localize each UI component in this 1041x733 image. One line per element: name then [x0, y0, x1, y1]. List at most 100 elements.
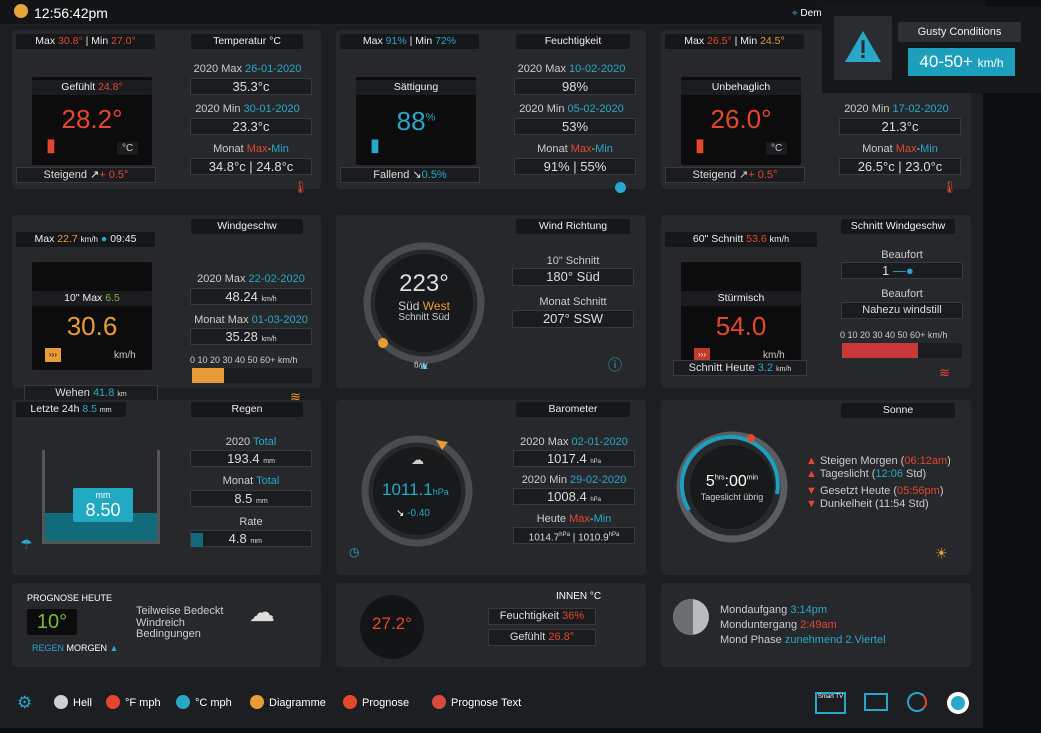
indoor-temp-panel: Max 26.5° | Min 24.5° Unbehaglich 26.0° …	[661, 30, 971, 194]
dir-ten: 180° Süd	[512, 268, 634, 286]
moonset: Monduntergang 2:49am	[720, 619, 837, 631]
sun-title: Sonne	[841, 403, 955, 418]
toggle-dot-5[interactable]	[432, 695, 446, 709]
itemp-trend: Steigend ↗+ 0.5°	[665, 167, 805, 183]
toggle-dot-2[interactable]	[176, 695, 190, 709]
temp-display: Gefühlt 24.8° 28.2° ▮ °C	[32, 77, 152, 165]
temp-month-label: Monat Max-Min	[213, 143, 289, 155]
barometer-panel: Barometer ☁ 1011.1hPa ↘ -0.40 2020 Max 0…	[336, 400, 646, 575]
itemp-month-label: Monat Max-Min	[862, 143, 938, 155]
baro-today-label: Heute Max-Min	[536, 513, 612, 525]
rain-total-label: 2020 Total	[225, 436, 277, 448]
hum-value: 88%	[396, 106, 436, 136]
temp-year-min-label: 2020 Min 30-01-2020	[195, 103, 300, 115]
info-icon[interactable]: ⓘ	[608, 357, 622, 373]
smart-tv-icon[interactable]: Smart TV	[815, 692, 846, 714]
avgwind-bar	[842, 343, 962, 358]
temp-unit: °C	[117, 142, 139, 155]
hum-month-label: Monat Max-Min	[537, 143, 613, 155]
indoor-humidity: Feuchtigkeit 36%	[488, 608, 596, 625]
temperature-panel: Max 30.8° | Min 27.0° Temperatur °C Gefü…	[12, 30, 321, 194]
avgwind-value: 54.0	[715, 311, 767, 341]
bottom-bar: ⚙ Hell °F mph °C mph Diagramme Prognose Progn…	[0, 678, 983, 728]
person-icon: ▮	[695, 135, 705, 155]
rain-gauge-value: mm 8.50	[73, 488, 133, 522]
hum-trend: Fallend ↘0.5%	[340, 167, 480, 183]
avg-wind-panel: Schnitt Windgeschw 60" Schnitt 53.6 km/h…	[661, 215, 971, 388]
itemp-unit: °C	[766, 142, 788, 155]
baro-year-min-label: 2020 Min 29-02-2020	[521, 474, 627, 486]
itemp-inner-label: Unbehaglich	[681, 80, 801, 95]
avgwind-unit: km/h	[763, 350, 785, 361]
toggle-label-5[interactable]: Prognose Text	[451, 697, 522, 709]
wind-gust: Wehen 41.8 km	[24, 385, 158, 401]
toggle-dot-4[interactable]	[343, 695, 357, 709]
rain-rate: 4.8 mm	[190, 530, 312, 547]
beaufort-label: Beaufort	[881, 249, 923, 261]
sunrise-row: ▲ Steigen Morgen (06:12am)	[806, 455, 951, 467]
temp-year-min: 23.3°c	[190, 118, 312, 135]
wind-waves-icon[interactable]: ≋	[290, 389, 301, 404]
wind-max: Max 22.7 km/h ● 09:45	[16, 232, 155, 247]
sun-icon[interactable]: ☀	[935, 545, 948, 561]
toggle-dot-3[interactable]	[250, 695, 264, 709]
thermometer-icon[interactable]: 🌡	[942, 180, 958, 194]
itemp-value: 26.0°	[710, 104, 772, 134]
temp-year-max: 35.3°c	[190, 78, 312, 95]
refresh-icon[interactable]	[907, 692, 927, 712]
dir-month-label: Monat Schnitt	[539, 296, 607, 308]
theme-icon[interactable]	[947, 692, 969, 714]
temp-year-max-label: 2020 Max 26-01-2020	[193, 63, 302, 75]
alert-title: Gusty Conditions	[898, 22, 1021, 42]
settings-icon[interactable]: ⚙	[17, 693, 33, 712]
rain-gauge: mm 8.50	[42, 450, 160, 544]
forecast-rain-tomorrow[interactable]: REGEN MORGEN ▲	[32, 643, 119, 653]
forecast-desc-1: Teilweise Bedeckt	[136, 605, 224, 617]
toggle-dot-0[interactable]	[54, 695, 68, 709]
rain-month-label: Monat Total	[222, 475, 280, 487]
toggle-label-0[interactable]: Hell	[73, 697, 92, 709]
dir-title: Wind Richtung	[516, 219, 630, 234]
droplet-icon[interactable]	[615, 182, 626, 193]
toggle-label-1[interactable]: °F mph	[125, 697, 161, 709]
rain-month: 8.5 mm	[190, 490, 312, 507]
wind-bar	[192, 368, 312, 383]
wind-scale: 0 10 20 30 40 50 60+ km/h	[190, 355, 298, 365]
toggle-label-3[interactable]: Diagramme	[269, 697, 326, 709]
forecast-title: PROGNOSE HEUTE	[27, 593, 113, 603]
location[interactable]: ⌖ Dem	[792, 8, 822, 19]
temp-title: Temperatur °C	[191, 34, 303, 49]
rain-last24: Letzte 24h 8.5 mm	[16, 402, 126, 417]
gauge-icon[interactable]: ◷	[349, 545, 360, 559]
hum-inner-label: Sättigung	[356, 80, 476, 95]
toggle-label-2[interactable]: °C mph	[195, 697, 232, 709]
toggle-dot-1[interactable]	[106, 695, 120, 709]
avgwind-title: Schnitt Windgeschw	[841, 219, 955, 234]
forecast-desc-2: Windreich	[136, 617, 185, 629]
avgwind-inner: Stürmisch	[681, 291, 801, 306]
sun-panel: Sonne 5hrs:00min Tageslicht übrig ▲ Stei…	[661, 400, 971, 575]
moon-icon	[673, 599, 709, 635]
umbrella-icon[interactable]: ☂	[20, 536, 33, 552]
itemp-month: 26.5°c | 23.0°c	[839, 158, 961, 175]
forecast-panel: PROGNOSE HEUTE 10° Teilweise Bedeckt Win…	[12, 583, 321, 667]
monitor-icon[interactable]	[864, 693, 888, 711]
top-bar: 12:56:42pm ⌖ Dem	[0, 0, 985, 25]
sun-remaining-label: Tageslicht übrig	[700, 492, 764, 502]
itemp-year-min-label: 2020 Min 17-02-2020	[844, 103, 949, 115]
wind-10-max: 10" Max 6.5	[32, 291, 152, 306]
rain-rate-label: Rate	[239, 516, 263, 528]
hum-display: Sättigung 88% ▮	[356, 77, 476, 165]
rain-panel: Letzte 24h 8.5 mm Regen mm 8.50 ☂ 2020 To…	[12, 400, 321, 575]
moon-phase: Mond Phase zunehmend 2.Viertel	[720, 634, 886, 646]
wind-unit: km/h	[114, 350, 136, 361]
gusty-alert[interactable]: Gusty Conditions 40-50+ km/h	[822, 6, 1041, 93]
dashboard: Max 30.8° | Min 27.0° Temperatur °C Gefü…	[0, 25, 983, 728]
thermometer-icon[interactable]: 🌡	[293, 180, 309, 194]
toggle-label-4[interactable]: Prognose	[362, 697, 410, 709]
temp-value: 28.2°	[61, 104, 123, 134]
wind-waves-icon[interactable]: ≋	[939, 365, 950, 380]
indoor-title: INNEN °C	[556, 591, 602, 602]
forecast-desc-3: Bedingungen	[136, 628, 201, 640]
temp-month: 34.8°c | 24.8°c	[190, 158, 312, 175]
